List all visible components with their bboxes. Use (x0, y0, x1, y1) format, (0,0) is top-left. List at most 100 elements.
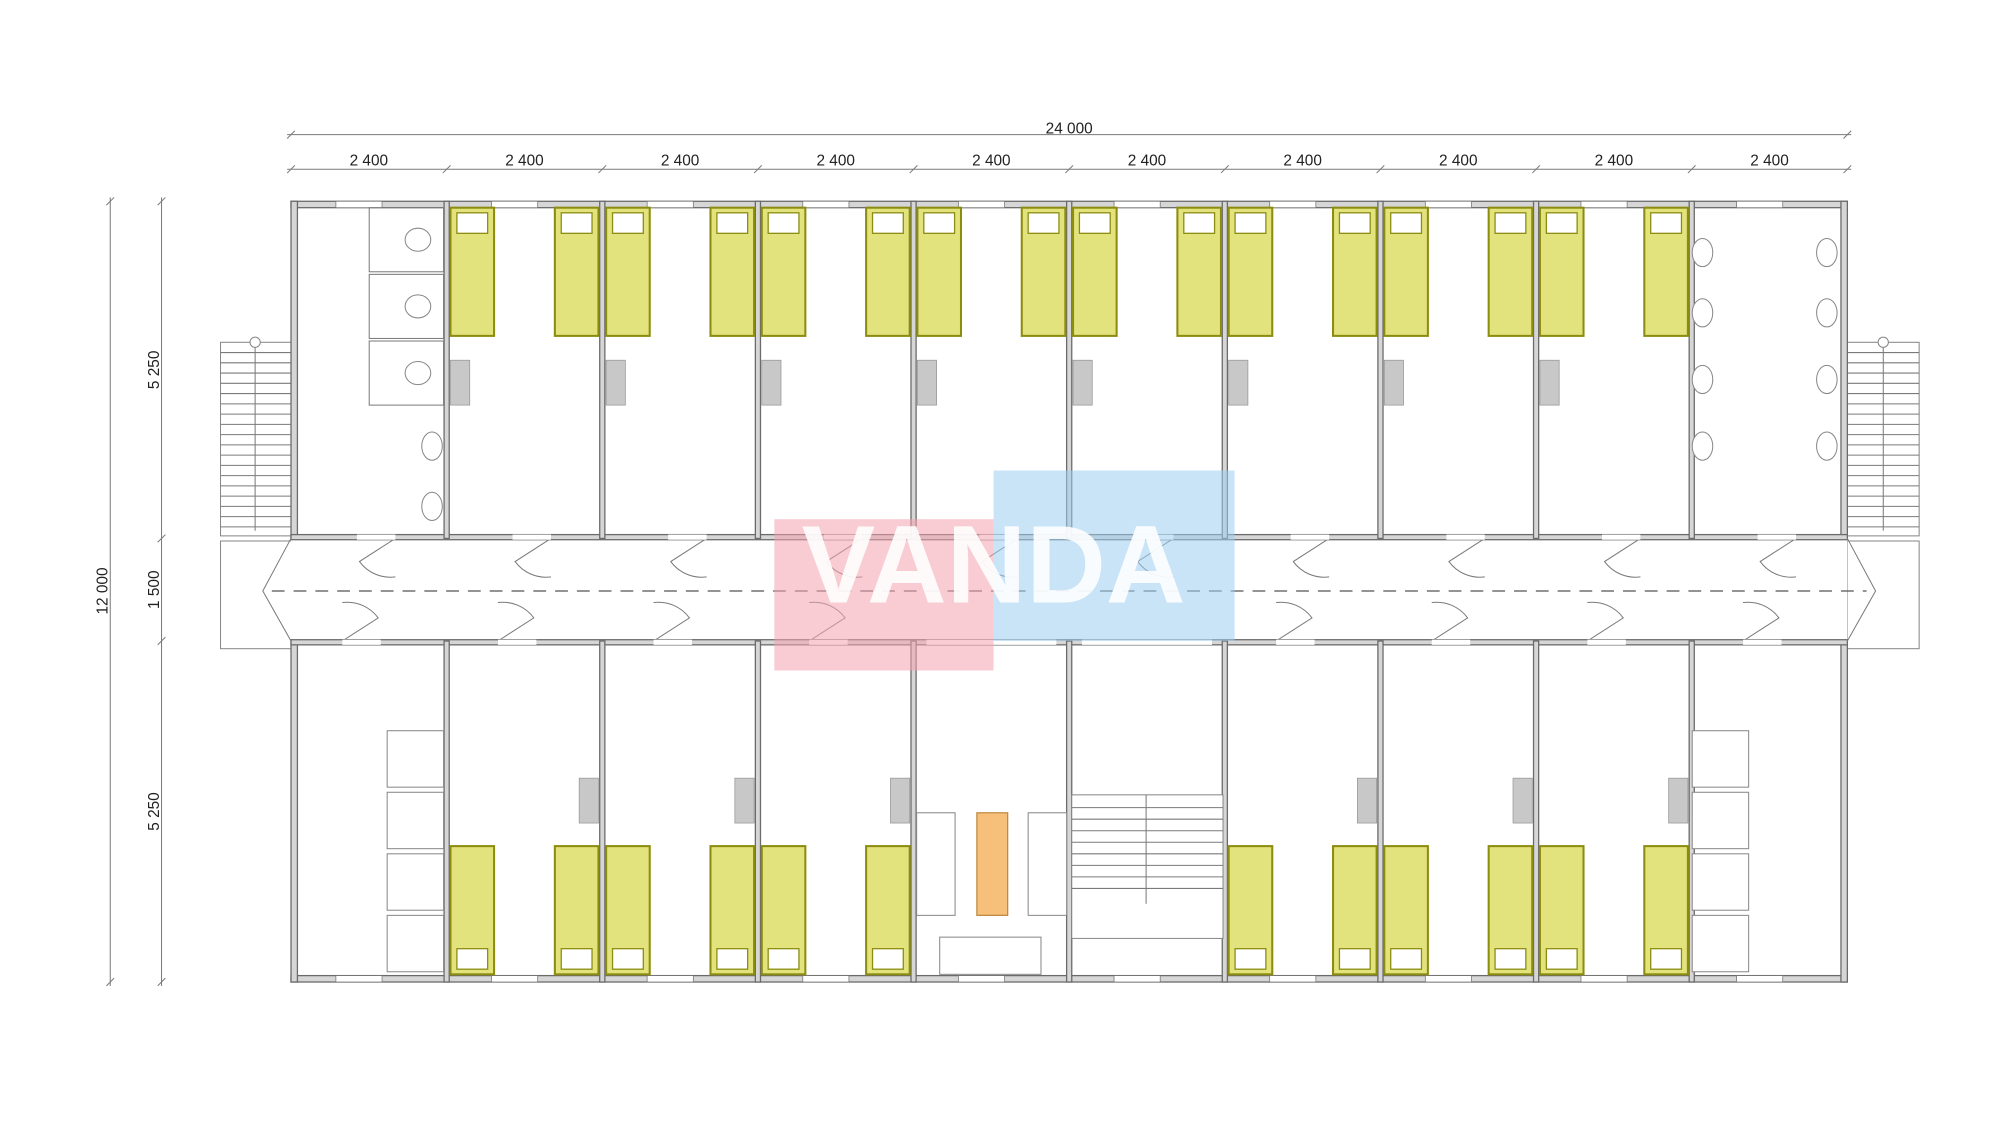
door-gap (1587, 639, 1626, 645)
desk (605, 359, 626, 406)
shower (1691, 791, 1750, 850)
dim-tick (1376, 165, 1385, 174)
window (335, 200, 383, 209)
door-gap (1431, 639, 1471, 645)
desk (761, 359, 782, 406)
door-gap (653, 639, 693, 645)
module-width-label: 2 400 (350, 152, 388, 169)
pillow (1234, 948, 1267, 970)
desk (1072, 359, 1093, 406)
module-width-label: 2 400 (972, 152, 1010, 169)
stair (1071, 794, 1224, 939)
desk (1228, 359, 1249, 406)
pillow (1338, 212, 1371, 234)
pillow (871, 948, 904, 970)
dim-tick (157, 534, 166, 543)
door (514, 538, 552, 578)
pillow (716, 948, 749, 970)
partition (1377, 200, 1384, 540)
desk (917, 359, 938, 406)
sofa (939, 936, 1042, 975)
toilet-stall (368, 207, 445, 273)
window (1424, 200, 1472, 209)
partition (1532, 200, 1540, 540)
pillow (1545, 948, 1578, 970)
toilet (404, 361, 432, 386)
pillow (1650, 212, 1683, 234)
stair-start (1877, 336, 1889, 348)
module-width-label: 2 400 (1283, 152, 1321, 169)
sink (421, 491, 443, 522)
toilet (404, 294, 432, 319)
stair-start (249, 336, 261, 348)
table (976, 812, 1009, 916)
partition (599, 200, 606, 540)
window (491, 975, 539, 983)
door-gap (1276, 639, 1315, 645)
dim-tick (106, 977, 115, 987)
window (802, 200, 850, 209)
pillow (1650, 948, 1683, 970)
pillow (1545, 212, 1578, 234)
door (358, 538, 396, 578)
window (1269, 975, 1317, 983)
sink (1691, 431, 1714, 461)
pillow (1390, 948, 1423, 970)
pillow (1494, 212, 1527, 234)
pillow (923, 212, 956, 234)
door (1292, 538, 1330, 578)
desk (1512, 777, 1533, 824)
door (1759, 538, 1797, 578)
desk (1539, 359, 1560, 406)
shower (1691, 853, 1750, 911)
partition (599, 640, 606, 983)
landing (1846, 540, 1920, 650)
door-gap (1601, 534, 1641, 540)
pillow (560, 948, 593, 970)
watermark-block (774, 519, 994, 671)
shower (386, 730, 445, 788)
door (1603, 538, 1641, 578)
sofa (916, 812, 956, 916)
desk (890, 777, 911, 824)
window (1269, 200, 1317, 209)
dim-tick (157, 197, 166, 206)
module-width-label: 2 400 (1595, 152, 1633, 169)
pillow (1494, 948, 1527, 970)
pillow (716, 212, 749, 234)
window (1736, 200, 1784, 209)
stair (219, 341, 293, 537)
partition (910, 640, 917, 983)
partition (910, 200, 917, 540)
dim-tick (1843, 130, 1852, 139)
desk (1383, 359, 1404, 406)
shower (386, 791, 445, 850)
door (653, 601, 691, 642)
door-gap (1290, 534, 1330, 540)
watermark: VANDA (802, 504, 1186, 627)
window (1113, 200, 1161, 209)
toilet-stall (368, 273, 445, 339)
partition (1532, 640, 1540, 983)
desk (578, 777, 599, 824)
window (958, 200, 1005, 209)
pillow (611, 948, 644, 970)
dim-tick (286, 165, 296, 174)
partition (1377, 640, 1384, 983)
dim-tick (1531, 165, 1541, 174)
window (1736, 975, 1784, 983)
sink (421, 431, 443, 461)
door-gap (356, 534, 396, 540)
wall (1840, 200, 1849, 540)
door (1431, 601, 1469, 642)
dim-tick (286, 130, 296, 139)
window (1580, 975, 1628, 983)
shower (1691, 914, 1750, 973)
module-width-label: 2 400 (1439, 152, 1477, 169)
pillow (560, 212, 593, 234)
door-gap (1082, 639, 1213, 645)
door (497, 601, 535, 642)
dim-tick (1843, 165, 1852, 174)
dim-tick (1220, 165, 1230, 174)
desk (1668, 777, 1689, 824)
